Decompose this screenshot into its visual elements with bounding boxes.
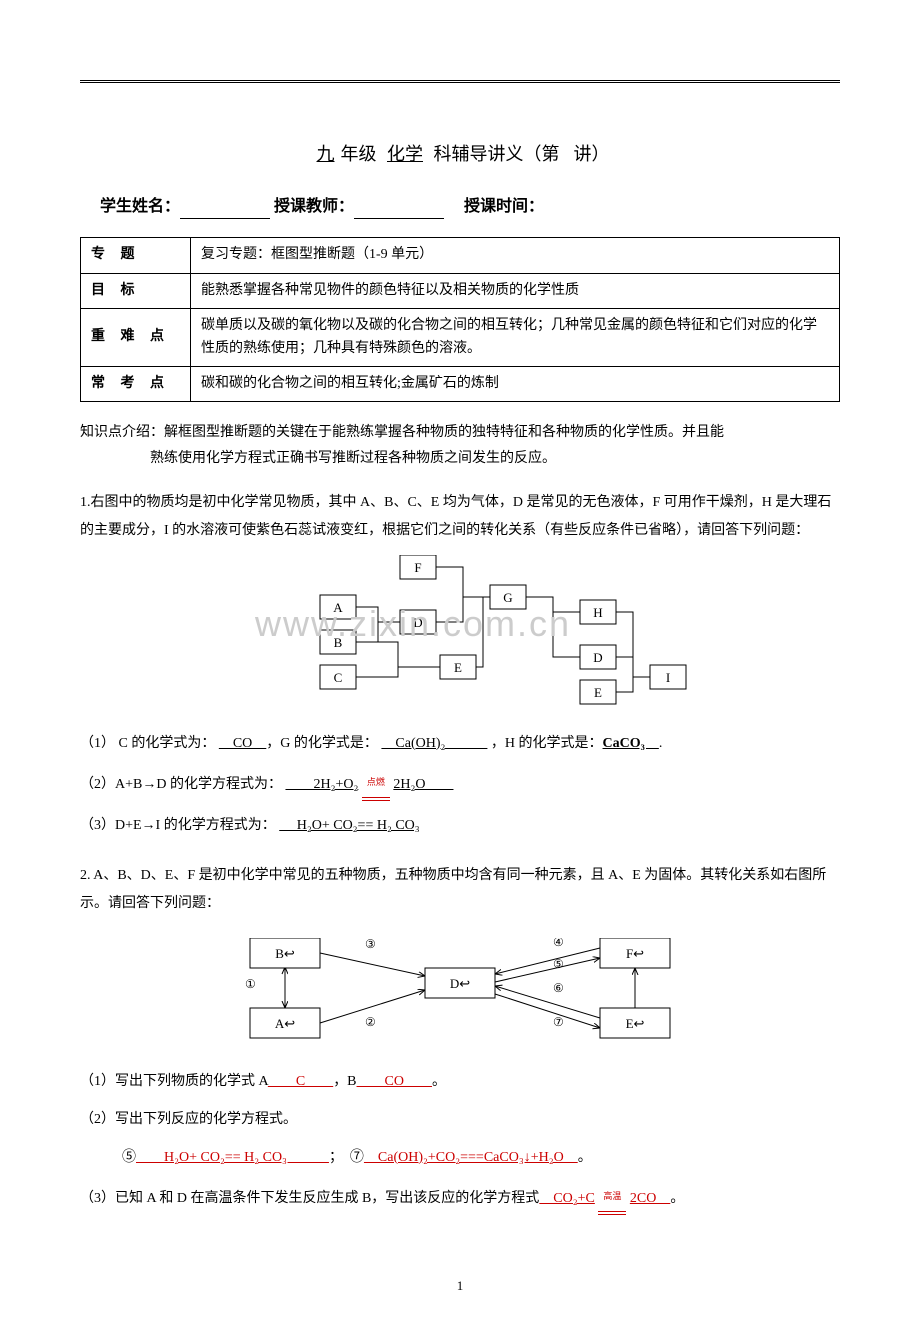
q1-diagram: F A G D B H E C D I E — [180, 555, 740, 715]
svg-text:⑦: ⑦ — [553, 1015, 564, 1029]
student-name-blank[interactable] — [180, 200, 270, 219]
q1-part1: （1） C 的化学式为： CO ，G 的化学式是： Ca(OH)₂ ，H 的化学… — [80, 730, 840, 758]
page-number: 1 — [80, 1276, 840, 1297]
svg-text:B: B — [334, 635, 343, 650]
svg-text:④: ④ — [553, 938, 564, 949]
meta-table: 专 题复习专题：框图型推断题（1-9 单元） 目 标能熟悉掌握各种常见物件的颜色… — [80, 237, 840, 402]
svg-text:F↩: F↩ — [626, 946, 644, 961]
svg-text:D: D — [593, 650, 602, 665]
svg-text:③: ③ — [365, 938, 376, 951]
svg-text:⑤: ⑤ — [553, 957, 564, 971]
svg-text:E↩: E↩ — [626, 1016, 645, 1031]
svg-text:A↩: A↩ — [275, 1016, 295, 1031]
svg-text:G: G — [503, 590, 512, 605]
svg-text:②: ② — [365, 1015, 376, 1029]
svg-text:I: I — [666, 670, 670, 685]
question-2: 2. A、B、D、E、F 是初中化学中常见的五种物质，五种物质中均含有同一种元素… — [80, 862, 840, 918]
reaction-condition: 点燃 — [362, 768, 390, 802]
grade: 九 — [311, 144, 341, 164]
teacher-name-blank[interactable] — [354, 200, 444, 219]
info-line: 学生姓名： 授课教师： 授课时间： — [80, 194, 840, 220]
svg-text:F: F — [414, 560, 421, 575]
q2-part3: （3）已知 A 和 D 在高温条件下发生反应生成 B，写出该反应的化学方程式 C… — [80, 1182, 840, 1216]
q2-diagram: B↩ F↩ D↩ A↩ E↩ ① ② ③ ④ ⑤ ⑥ ⑦ — [190, 938, 730, 1053]
svg-text:H: H — [593, 605, 602, 620]
table-row: 专 题复习专题：框图型推断题（1-9 单元） — [81, 238, 840, 273]
svg-text:C: C — [334, 670, 343, 685]
svg-text:E: E — [454, 660, 462, 675]
header-rule — [80, 80, 840, 83]
question-1: 1.右图中的物质均是初中化学常见物质，其中 A、B、C、E 均为气体，D 是常见… — [80, 489, 840, 545]
q2-part2: （2）写出下列反应的化学方程式。 — [80, 1106, 840, 1134]
svg-text:D: D — [413, 615, 422, 630]
q1-part3: （3）D+E→I 的化学方程式为： H₂O+ CO₂== H₂ CO₃ — [80, 812, 840, 840]
svg-text:D↩: D↩ — [450, 976, 470, 991]
doc-title: 九年级 化学 科辅导讲义（第 讲） — [80, 140, 840, 169]
subject: 化学 — [381, 144, 429, 164]
svg-text:⑥: ⑥ — [553, 981, 564, 995]
svg-text:①: ① — [245, 977, 256, 991]
q2-part1: （1）写出下列物质的化学式 A C ，B CO 。 — [80, 1068, 840, 1096]
intro-text: 知识点介绍：解框图型推断题的关键在于能熟练掌握各种物质的独特特征和各种物质的化学… — [80, 420, 840, 470]
q2-part2-line: ⑤ H₂O+ CO₂== H₂ CO₃ ； ⑦ Ca(OH)₂+CO₂===Ca… — [80, 1144, 840, 1172]
svg-text:B↩: B↩ — [275, 946, 295, 961]
table-row: 目 标能熟悉掌握各种常见物件的颜色特征以及相关物质的化学性质 — [81, 273, 840, 308]
svg-text:A: A — [333, 600, 343, 615]
table-row: 常 考 点碳和碳的化合物之间的相互转化;金属矿石的炼制 — [81, 366, 840, 401]
reaction-condition: 高温 — [598, 1182, 626, 1216]
svg-text:E: E — [594, 685, 602, 700]
q1-part2: （2）A+B→D 的化学方程式为： 2H₂+O₂ 点燃 2H₂O — [80, 768, 840, 802]
table-row: 重 难 点碳单质以及碳的氧化物以及碳的化合物之间的相互转化；几种常见金属的颜色特… — [81, 309, 840, 367]
